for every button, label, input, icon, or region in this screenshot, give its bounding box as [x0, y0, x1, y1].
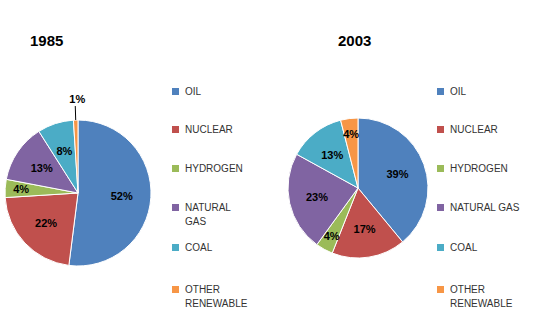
data-labels: 39%17%4%23%13%4% [306, 128, 409, 242]
legend-swatch [437, 165, 444, 172]
data-label: 4% [13, 183, 29, 195]
legend-swatch [172, 244, 179, 251]
data-label: 13% [31, 162, 53, 174]
data-labels: 52% 22% 4%13% 8% 1% [13, 93, 133, 229]
legend-swatch [172, 165, 179, 172]
legend-label: OTHERRENEWABLE [450, 284, 513, 309]
data-label: 4% [324, 230, 340, 242]
data-label: 39% [387, 168, 409, 180]
legend-label: OIL [185, 86, 202, 97]
leader-line [75, 106, 76, 120]
legend-label: COAL [450, 242, 478, 253]
pie-slice [5, 193, 78, 265]
legend-swatch [172, 88, 179, 95]
legend-swatch [437, 244, 444, 251]
pie-chart: 1985 52% 22% 4%13% 8% 1% OIL NUCLEAR HYDROGEN NAT… [5, 32, 248, 309]
pie-slice [39, 120, 78, 193]
data-label: 52% [111, 190, 133, 202]
legend-label: NATURALGAS [185, 202, 231, 227]
legend: OIL NUCLEAR HYDROGEN NATURALGAS COAL OTHERREN… [172, 86, 248, 309]
legend-label: HYDROGEN [185, 163, 243, 174]
data-label: 1% [69, 93, 85, 105]
data-label: 23% [306, 191, 328, 203]
legend-swatch [437, 126, 444, 133]
chart-title: 2003 [338, 32, 371, 49]
data-label: 8% [57, 145, 73, 157]
legend-swatch [172, 204, 179, 211]
slices [5, 120, 151, 266]
pie-slice [69, 120, 151, 266]
pie-chart: 200339%17%4%23%13%4%OILNUCLEARHYDROGENNA… [288, 32, 520, 309]
legend-label: NUCLEAR [450, 124, 498, 135]
legend-label: HYDROGEN [450, 163, 508, 174]
data-label: 4% [343, 128, 359, 140]
data-label: 22% [35, 217, 57, 229]
data-label: 17% [354, 223, 376, 235]
pie-slice [73, 120, 78, 193]
legend-swatch [172, 126, 179, 133]
legend-swatch [437, 204, 444, 211]
chart-root: 198552%22%4%13%8%1%OILNUCLEARHYDROGENNAT… [0, 0, 546, 326]
legend-swatch [437, 286, 444, 293]
legend-label: OTHERRENEWABLE [185, 284, 248, 309]
legend-label: OIL [450, 86, 467, 97]
data-label: 13% [321, 149, 343, 161]
slices [288, 118, 428, 258]
legend-swatch [437, 88, 444, 95]
chart-title: 1985 [30, 32, 63, 49]
legend: OIL NUCLEAR HYDROGEN NATURAL GAS COAL OTHERRE… [437, 86, 520, 309]
legend-label: NATURAL GAS [450, 202, 520, 213]
legend-label: COAL [185, 242, 213, 253]
legend-label: NUCLEAR [185, 124, 233, 135]
legend-swatch [172, 286, 179, 293]
